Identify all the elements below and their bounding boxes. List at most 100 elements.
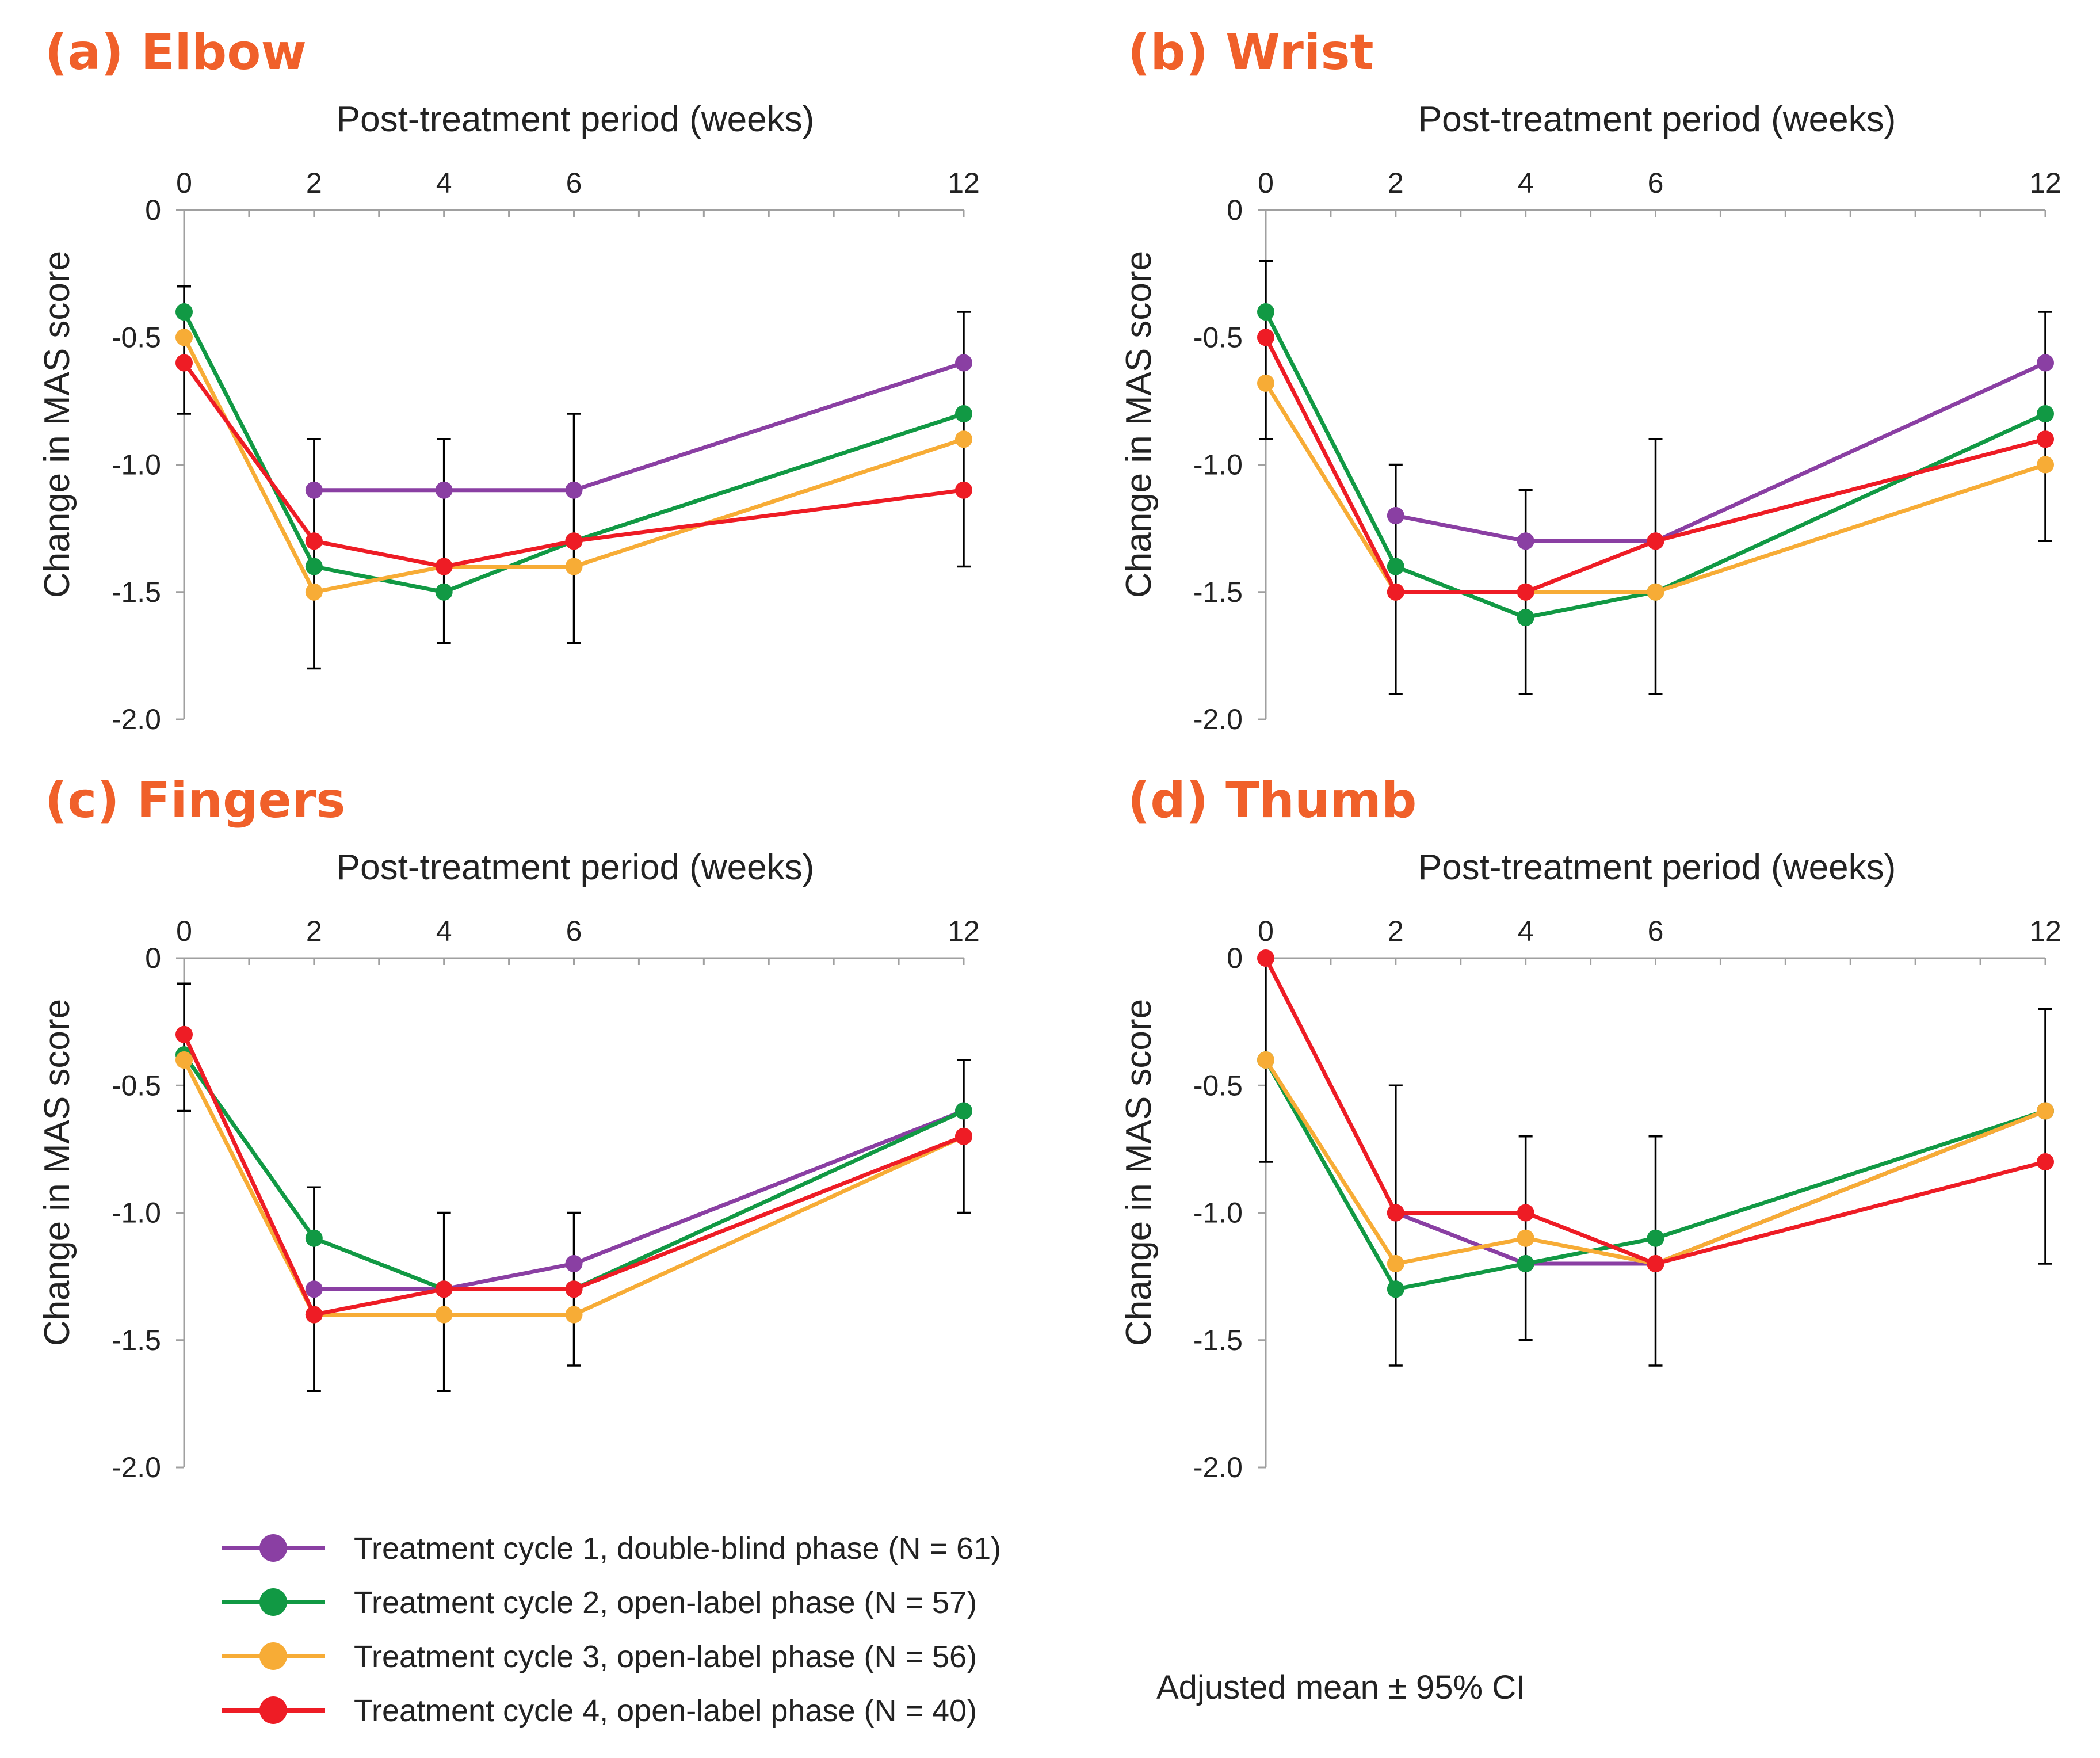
y-tick-label: -1.0 — [1193, 1197, 1243, 1229]
y-tick-label: -1.5 — [1193, 1324, 1243, 1356]
data-point-cycle-4 — [1257, 949, 1274, 967]
y-tick-label: -1.0 — [1193, 449, 1243, 481]
y-tick-label: 0 — [145, 194, 161, 226]
data-point-cycle-1 — [565, 1255, 583, 1272]
panel-2: (b) Wrist Post-treatment period (weeks) Ch… — [1119, 24, 2061, 735]
data-point-cycle-4 — [1517, 1204, 1534, 1222]
data-point-cycle-3 — [1387, 1255, 1404, 1272]
legend: Treatment cycle 1, double-blind phase (N… — [222, 1531, 1001, 1728]
x-tick-label: 6 — [566, 167, 582, 199]
data-point-cycle-2 — [1647, 1229, 1664, 1247]
x-tick-label: 6 — [566, 915, 582, 947]
y-tick-label: -2.0 — [1193, 703, 1243, 735]
y-tick-label: -1.5 — [112, 1324, 161, 1356]
y-tick-label: 0 — [145, 942, 161, 974]
y-axis-title: Change in MAS score — [1119, 251, 1159, 598]
y-tick-label: -0.5 — [1193, 321, 1243, 353]
data-point-cycle-1 — [955, 354, 972, 372]
data-point-cycle-2 — [1387, 558, 1404, 575]
data-point-cycle-4 — [565, 532, 583, 550]
data-point-cycle-3 — [175, 329, 193, 346]
legend-marker — [259, 1534, 287, 1562]
y-tick-label: -0.5 — [112, 321, 161, 353]
legend-label: Treatment cycle 2, open-label phase (N =… — [354, 1585, 977, 1620]
x-tick-label: 0 — [176, 915, 192, 947]
y-tick-label: -1.0 — [112, 1197, 161, 1229]
y-tick-label: -2.0 — [1193, 1451, 1243, 1484]
data-point-cycle-4 — [955, 1127, 972, 1145]
y-tick-label: -2.0 — [112, 703, 161, 735]
data-point-cycle-4 — [305, 532, 323, 550]
y-tick-label: -2.0 — [112, 1451, 161, 1484]
x-tick-label: 12 — [948, 167, 980, 199]
data-point-cycle-2 — [1517, 1255, 1534, 1272]
data-point-cycle-1 — [2037, 354, 2054, 372]
series-line-cycle-1 — [1395, 361, 2046, 543]
panel-1: (a) Elbow Post-treatment period (weeks) Ch… — [37, 24, 980, 735]
data-point-cycle-3 — [565, 1306, 583, 1324]
data-point-cycle-3 — [305, 583, 323, 601]
data-point-cycle-4 — [175, 1025, 193, 1043]
y-tick-label: -1.5 — [112, 576, 161, 608]
x-tick-label: 0 — [1258, 167, 1274, 199]
x-tick-label: 0 — [1258, 915, 1274, 947]
data-point-cycle-1 — [565, 481, 583, 499]
legend-label: Treatment cycle 4, open-label phase (N =… — [354, 1694, 977, 1728]
data-point-cycle-2 — [1257, 303, 1274, 321]
x-tick-label: 2 — [306, 167, 322, 199]
data-point-cycle-2 — [955, 405, 972, 422]
note-text: Adjusted mean ± 95% CI — [1156, 1669, 1525, 1706]
legend-marker — [259, 1588, 287, 1616]
x-tick-label: 12 — [948, 915, 980, 947]
y-tick-label: -0.5 — [1193, 1069, 1243, 1101]
legend-marker — [259, 1696, 287, 1724]
y-axis-title: Change in MAS score — [37, 999, 77, 1346]
x-tick-label: 2 — [1388, 167, 1404, 199]
y-tick-label: -0.5 — [112, 1069, 161, 1101]
data-point-cycle-4 — [2037, 1153, 2054, 1170]
x-tick-label: 4 — [1518, 915, 1534, 947]
x-tick-label: 6 — [1648, 915, 1664, 947]
x-tick-label: 0 — [176, 167, 192, 199]
data-point-cycle-4 — [955, 481, 972, 499]
legend-label: Treatment cycle 3, open-label phase (N =… — [354, 1639, 977, 1674]
data-point-cycle-4 — [435, 558, 453, 575]
series-line-cycle-1 — [314, 1109, 965, 1291]
data-point-cycle-4 — [1387, 583, 1404, 601]
x-tick-label: 6 — [1648, 167, 1664, 199]
data-point-cycle-3 — [435, 1306, 453, 1324]
data-point-cycle-3 — [955, 430, 972, 448]
data-point-cycle-4 — [565, 1280, 583, 1298]
data-point-cycle-1 — [1517, 532, 1534, 550]
data-point-cycle-4 — [1387, 1204, 1404, 1222]
x-tick-label: 2 — [1388, 915, 1404, 947]
x-tick-label: 2 — [306, 915, 322, 947]
series-line-cycle-1 — [314, 361, 965, 493]
panel-title: (b) Wrist — [1128, 24, 1374, 81]
y-tick-label: -1.0 — [112, 449, 161, 481]
x-tick-label: 12 — [2029, 167, 2061, 199]
data-point-cycle-1 — [305, 1280, 323, 1298]
data-point-cycle-1 — [305, 481, 323, 499]
y-axis-title: Change in MAS score — [1119, 999, 1159, 1346]
y-axis-title: Change in MAS score — [37, 251, 77, 598]
data-point-cycle-4 — [1517, 583, 1534, 601]
data-point-cycle-4 — [2037, 430, 2054, 448]
data-point-cycle-2 — [1387, 1280, 1404, 1298]
data-point-cycle-4 — [1647, 1255, 1664, 1272]
x-axis-title: Post-treatment period (weeks) — [1418, 848, 1896, 887]
data-point-cycle-2 — [2037, 405, 2054, 422]
data-point-cycle-3 — [1647, 583, 1664, 601]
data-point-cycle-3 — [175, 1051, 193, 1069]
data-point-cycle-3 — [2037, 456, 2054, 474]
panel-3: (c) Fingers Post-treatment period (weeks)… — [37, 772, 980, 1484]
data-point-cycle-2 — [955, 1102, 972, 1120]
data-point-cycle-2 — [1517, 609, 1534, 626]
y-tick-label: 0 — [1227, 194, 1243, 226]
data-point-cycle-1 — [1387, 507, 1404, 524]
data-point-cycle-2 — [435, 583, 453, 601]
data-point-cycle-1 — [435, 481, 453, 499]
x-axis-title: Post-treatment period (weeks) — [1418, 100, 1896, 139]
